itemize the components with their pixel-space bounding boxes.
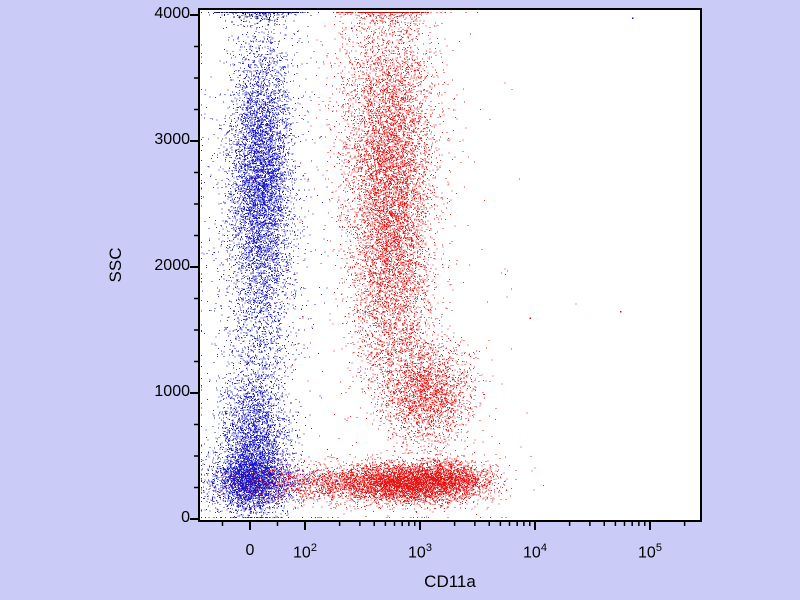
x-tick-label: 104 (523, 542, 547, 562)
y-tick-label: 4000 (154, 5, 190, 22)
scatter-canvas (200, 10, 700, 520)
x-tick-label: 102 (293, 542, 317, 562)
x-tick-label: 0 (245, 542, 255, 559)
x-axis-title: CD11a (424, 572, 476, 591)
x-tick-label: 103 (408, 542, 432, 562)
x-tick-label: 105 (638, 542, 662, 562)
y-tick-label: 2000 (154, 257, 190, 274)
y-tick-label: 3000 (154, 131, 190, 148)
y-tick-label: 0 (181, 509, 190, 526)
plot-frame (198, 8, 702, 522)
y-tick-label: 1000 (154, 383, 190, 400)
y-axis-title: SSC (106, 247, 125, 283)
